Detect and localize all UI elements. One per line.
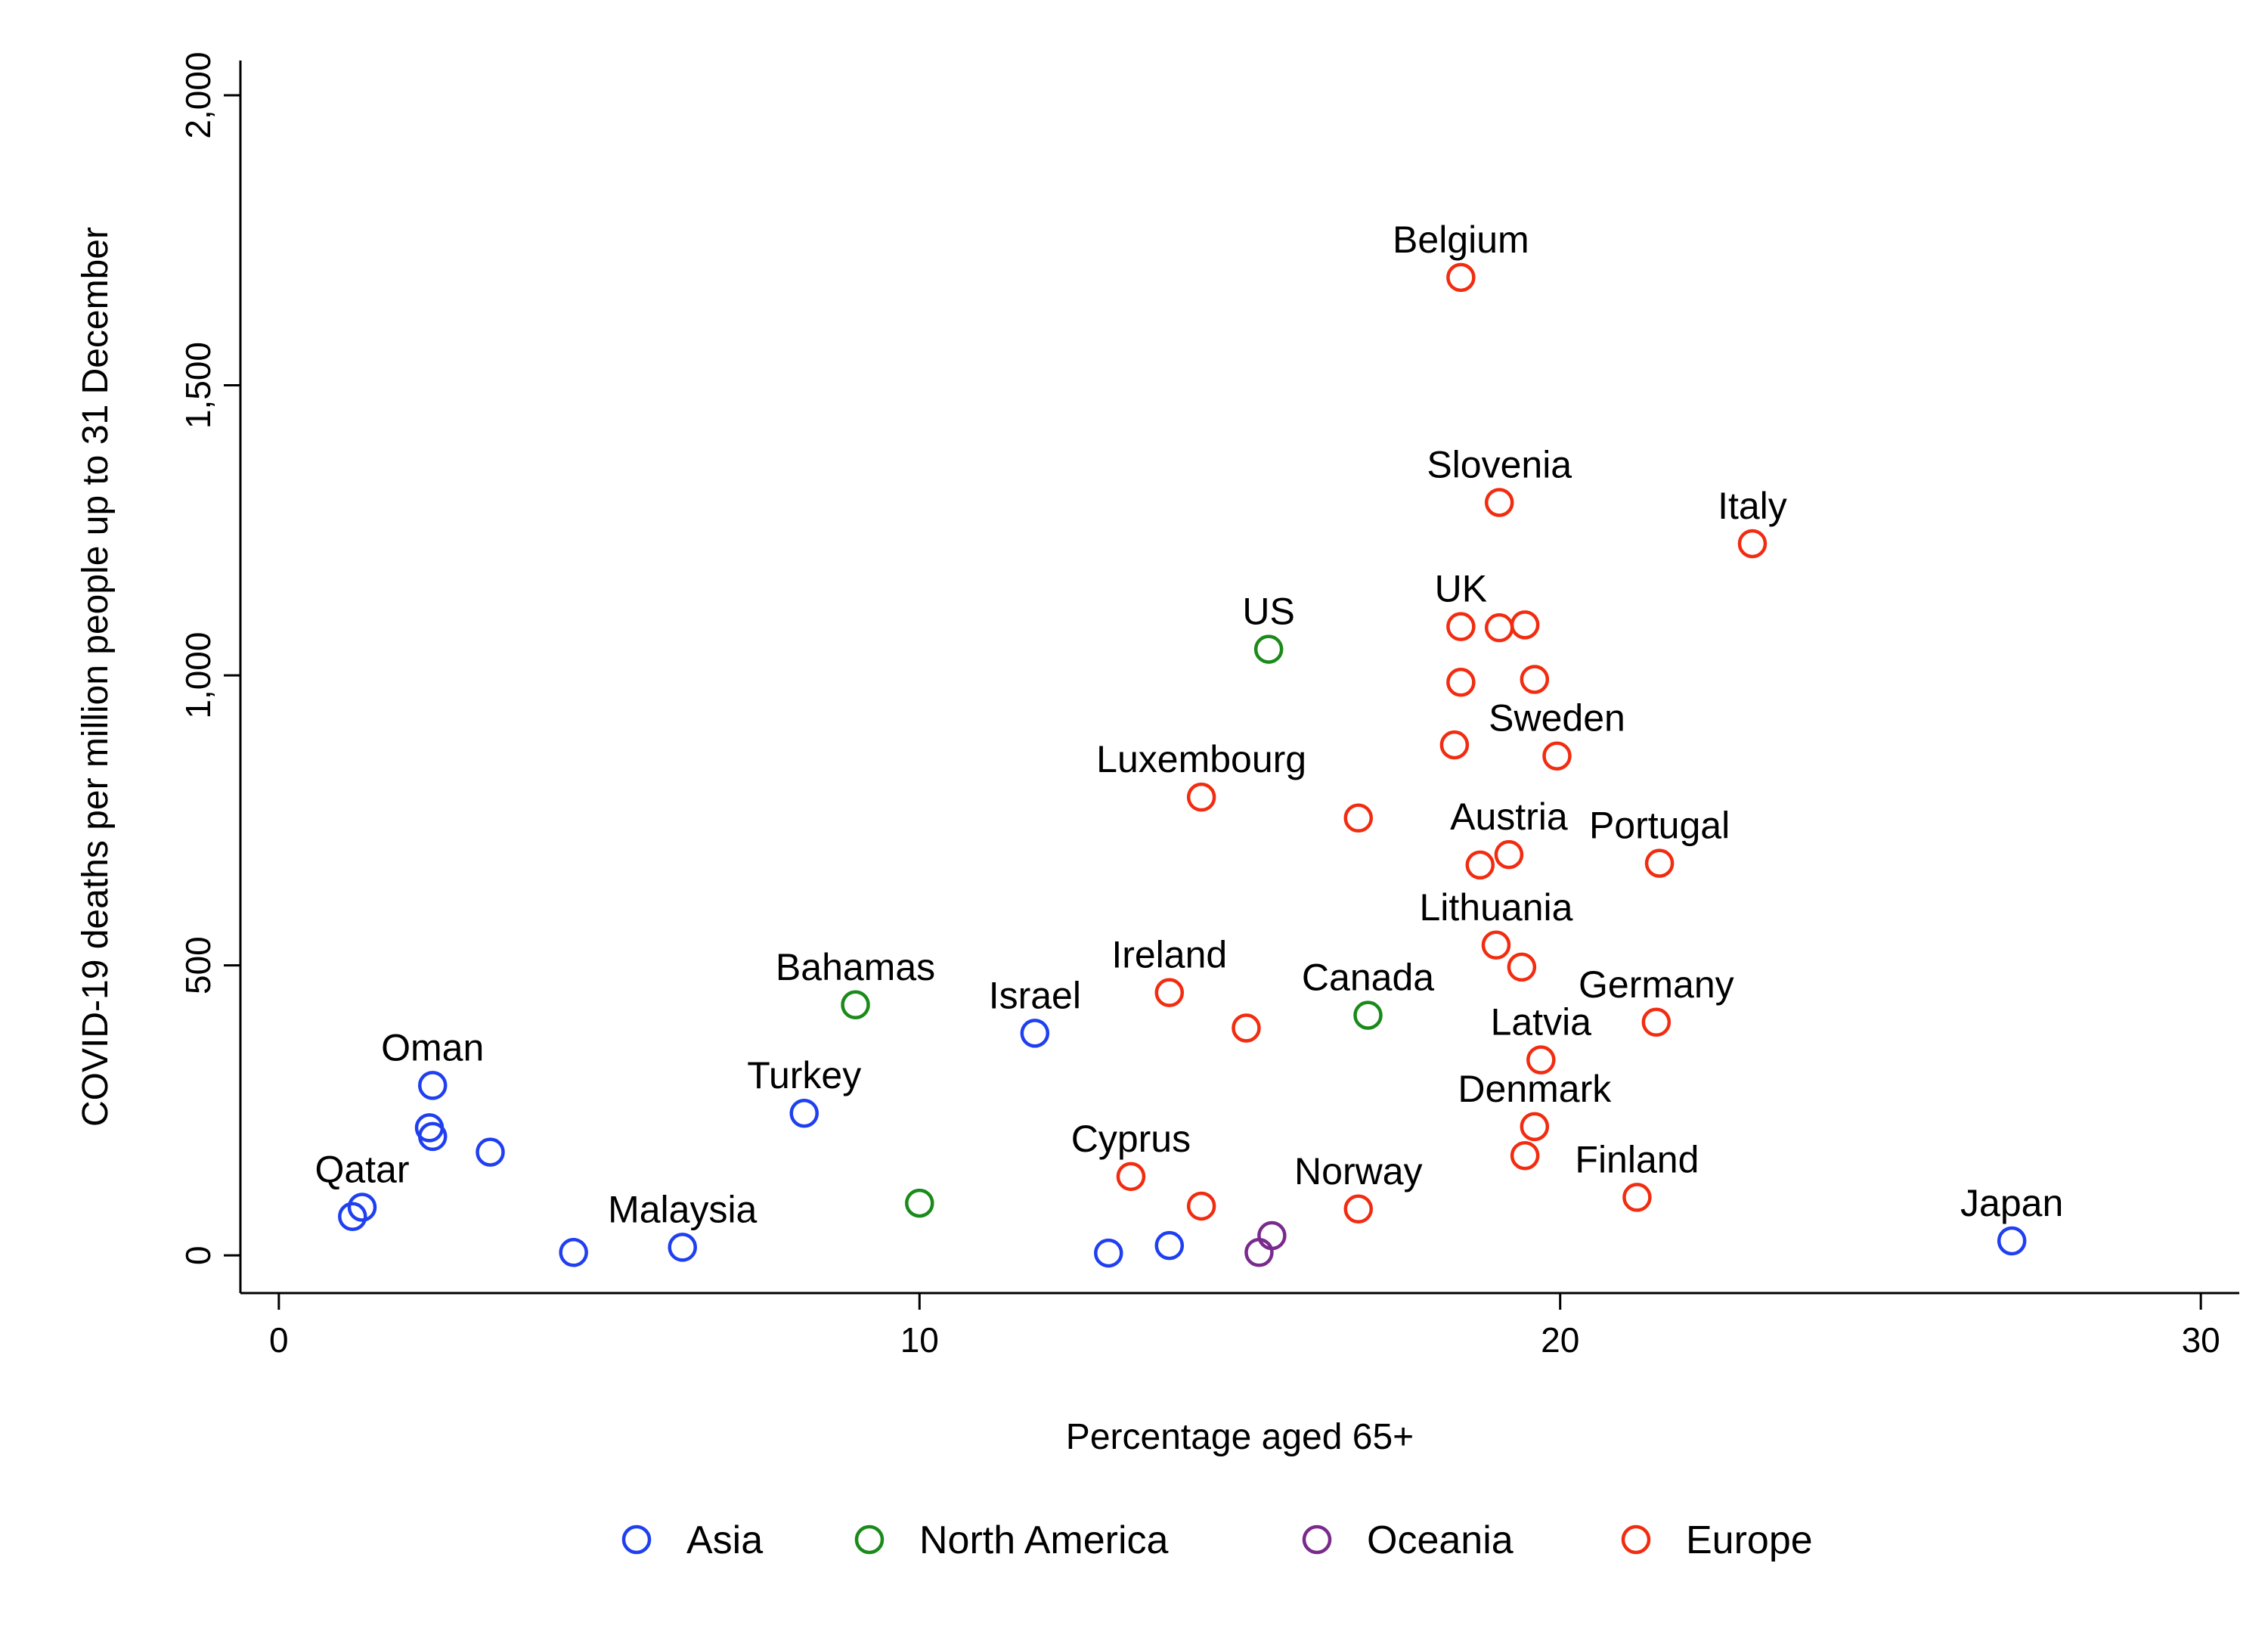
- x-axis-title: Percentage aged 65+: [1066, 1417, 1414, 1457]
- data-point: [476, 1137, 505, 1167]
- data-point: [1484, 613, 1514, 643]
- data-point: [789, 1098, 819, 1128]
- data-point: [1622, 1183, 1652, 1212]
- legend-marker: [854, 1524, 885, 1555]
- data-point: [1481, 930, 1511, 960]
- x-tick-label: 0: [269, 1320, 289, 1360]
- data-point: [1494, 839, 1524, 870]
- data-point: [1116, 1162, 1146, 1192]
- point-label: Austria: [1450, 796, 1568, 838]
- data-point: [1510, 1140, 1540, 1171]
- data-point: [1446, 612, 1476, 641]
- legend: Asia North America Oceania Europe: [621, 1518, 1813, 1562]
- y-tick-label: 1,000: [178, 632, 218, 719]
- y-tick-label: 2,000: [178, 51, 218, 138]
- data-point: [1737, 529, 1768, 559]
- legend-marker: [621, 1524, 652, 1555]
- legend-marker: [1302, 1524, 1332, 1555]
- data-point: [1232, 1013, 1261, 1043]
- data-point: [1353, 1000, 1383, 1030]
- x-tick-label: 20: [1541, 1320, 1579, 1360]
- legend-item: Europe: [1621, 1518, 1813, 1562]
- point-label: Japan: [1960, 1182, 2063, 1224]
- legend-label: Asia: [686, 1518, 763, 1562]
- legend-item: Asia: [621, 1518, 763, 1562]
- data-point: [417, 1071, 448, 1100]
- point-label: Denmark: [1458, 1068, 1612, 1110]
- data-point: [1257, 1220, 1287, 1251]
- data-point: [1520, 1112, 1550, 1142]
- point-label: Germany: [1579, 963, 1734, 1006]
- data-point: [1446, 668, 1476, 697]
- point-label: Lithuania: [1419, 886, 1572, 929]
- data-point: [1520, 665, 1550, 694]
- data-point: [1154, 978, 1185, 1007]
- point-label: Slovenia: [1427, 443, 1572, 485]
- data-point: [1343, 1194, 1374, 1224]
- data-points: [338, 262, 2027, 1268]
- data-point: [1439, 730, 1470, 760]
- data-point: [1343, 803, 1374, 833]
- point-label: Malaysia: [608, 1188, 757, 1230]
- point-label: Israel: [989, 974, 1081, 1016]
- y-tick-label: 500: [178, 936, 218, 994]
- data-point: [841, 990, 870, 1020]
- x-tick-label: 30: [2182, 1320, 2220, 1360]
- point-label: Sweden: [1489, 697, 1625, 740]
- data-point: [668, 1233, 697, 1262]
- data-point: [338, 1202, 367, 1231]
- data-point: [1465, 850, 1495, 880]
- data-point: [1446, 262, 1476, 293]
- point-label: US: [1242, 591, 1294, 633]
- axes: [239, 60, 2239, 1295]
- point-label: Belgium: [1393, 219, 1529, 261]
- data-point: [1510, 610, 1540, 640]
- data-point: [1526, 1045, 1556, 1075]
- point-label: Portugal: [1589, 805, 1730, 847]
- data-point: [1020, 1019, 1050, 1048]
- legend-item: Oceania: [1302, 1518, 1514, 1562]
- data-point: [417, 1121, 448, 1152]
- data-point: [1484, 488, 1514, 517]
- legend-marker: [1621, 1524, 1651, 1555]
- point-label: Qatar: [314, 1148, 409, 1190]
- legend-label: Oceania: [1367, 1518, 1514, 1562]
- data-point: [1253, 634, 1284, 664]
- data-point: [1641, 1007, 1672, 1037]
- point-label: Cyprus: [1071, 1118, 1191, 1160]
- y-tick-label: 1,500: [178, 342, 218, 429]
- data-point: [1186, 782, 1216, 812]
- data-point: [1244, 1238, 1274, 1267]
- point-label: Turkey: [747, 1054, 861, 1096]
- point-label: Latvia: [1491, 1001, 1592, 1044]
- point-label: Norway: [1294, 1150, 1422, 1193]
- x-tick-label: 10: [900, 1320, 939, 1360]
- legend-label: Europe: [1686, 1518, 1813, 1562]
- point-label: Luxembourg: [1096, 738, 1306, 780]
- point-label: Bahamas: [776, 946, 935, 988]
- data-point: [1997, 1226, 2027, 1256]
- y-tick-label: 0: [178, 1245, 218, 1265]
- point-label: Finland: [1575, 1138, 1699, 1180]
- data-point: [1644, 848, 1675, 878]
- point-label: Oman: [381, 1026, 484, 1068]
- data-point: [1507, 952, 1537, 982]
- data-point: [905, 1188, 934, 1218]
- ticks: 0 10 20 30 0 500 1,000 1,500 2,000: [178, 51, 2220, 1360]
- y-axis-title: COVID-19 deaths per million people up to…: [76, 227, 116, 1127]
- point-label: Canada: [1302, 957, 1434, 999]
- point-label: Italy: [1718, 485, 1787, 527]
- legend-item: North America: [854, 1518, 1169, 1562]
- data-point: [347, 1193, 377, 1222]
- data-point: [1154, 1230, 1185, 1261]
- data-point: [1186, 1191, 1216, 1221]
- data-point: [1542, 741, 1572, 771]
- data-point: [559, 1238, 588, 1267]
- point-label: Ireland: [1111, 934, 1227, 976]
- point-label: UK: [1435, 568, 1487, 610]
- data-point: [1094, 1238, 1123, 1268]
- point-labels: Oman Qatar Malaysia Turkey Israel Japan Bahama…: [314, 219, 2063, 1231]
- legend-label: North America: [919, 1518, 1169, 1562]
